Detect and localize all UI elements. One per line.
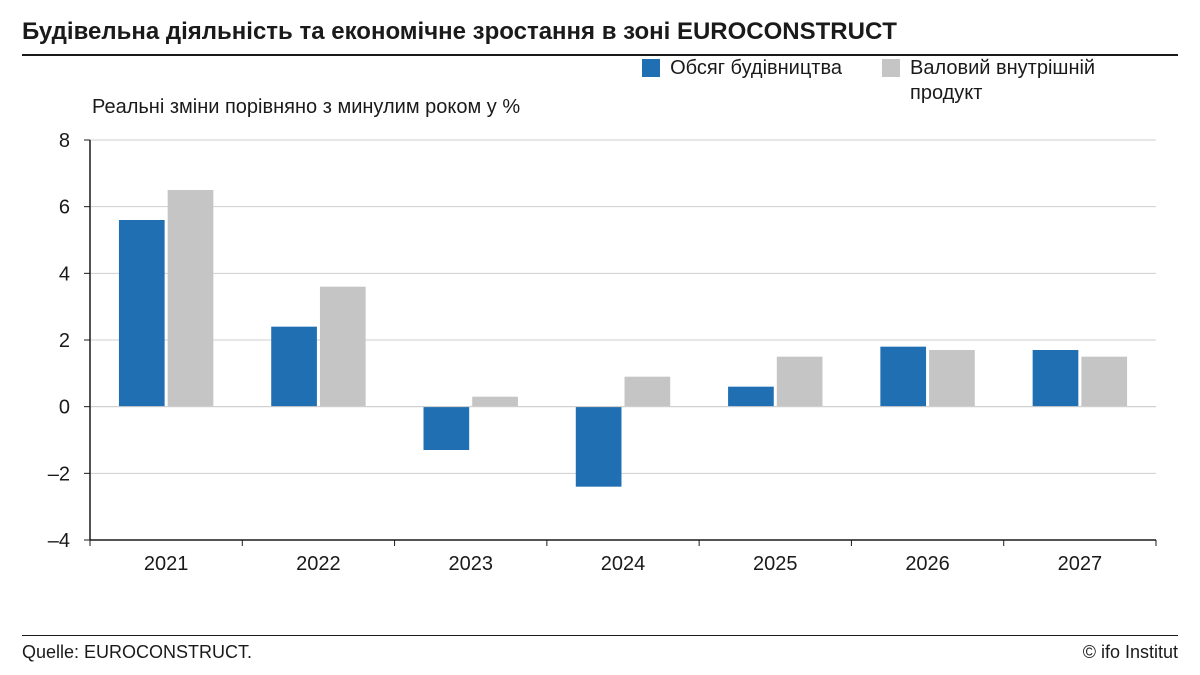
legend: Обсяг будівництва Валовий внутрішній про… [642,56,1170,106]
y-tick-label: 4 [59,263,70,285]
bar-series1 [728,387,774,407]
legend-item-series1: Обсяг будівництва [642,56,842,106]
chart-container: Будівельна діяльність та економічне зрос… [0,0,1200,675]
x-tick-label: 2024 [601,553,646,575]
chart-title: Будівельна діяльність та економічне зрос… [22,18,1178,56]
bar-series2 [320,287,366,407]
legend-label-series2: Валовий внутрішній продукт [910,56,1170,106]
bar-series1 [576,407,622,487]
y-tick-label: 2 [59,330,70,352]
x-tick-label: 2022 [296,553,341,575]
y-tick-label: 0 [59,397,70,419]
bar-series1 [1033,350,1079,407]
source-text: Quelle: EUROCONSTRUCT. [22,642,252,663]
y-tick-label: –4 [48,530,70,552]
bar-series2 [929,350,975,407]
bar-series2 [1081,357,1127,407]
bar-series2 [168,190,214,407]
x-tick-label: 2025 [753,553,798,575]
y-tick-label: 6 [59,197,70,219]
legend-swatch-series1 [642,59,660,77]
y-tick-label: –2 [48,463,70,485]
x-tick-label: 2021 [144,553,189,575]
x-tick-label: 2026 [905,553,950,575]
bar-series2 [625,377,671,407]
credit-text: © ifo Institut [1083,642,1178,663]
legend-label-series1: Обсяг будівництва [670,56,842,81]
plot-area: –4–2024682021202220232024202520262027 [80,130,1160,580]
bar-series1 [271,327,317,407]
x-tick-label: 2023 [448,553,493,575]
bar-series2 [777,357,823,407]
x-tick-label: 2027 [1058,553,1103,575]
plot-svg: –4–2024682021202220232024202520262027 [80,130,1160,580]
bar-series2 [472,397,518,407]
y-tick-label: 8 [59,130,70,152]
bar-series1 [880,347,926,407]
legend-swatch-series2 [882,59,900,77]
bar-series1 [424,407,470,450]
chart-subtitle: Реальні зміни порівняно з минулим роком … [92,96,520,119]
bar-series1 [119,220,165,407]
legend-item-series2: Валовий внутрішній продукт [882,56,1170,106]
footer: Quelle: EUROCONSTRUCT. © ifo Institut [22,635,1178,663]
